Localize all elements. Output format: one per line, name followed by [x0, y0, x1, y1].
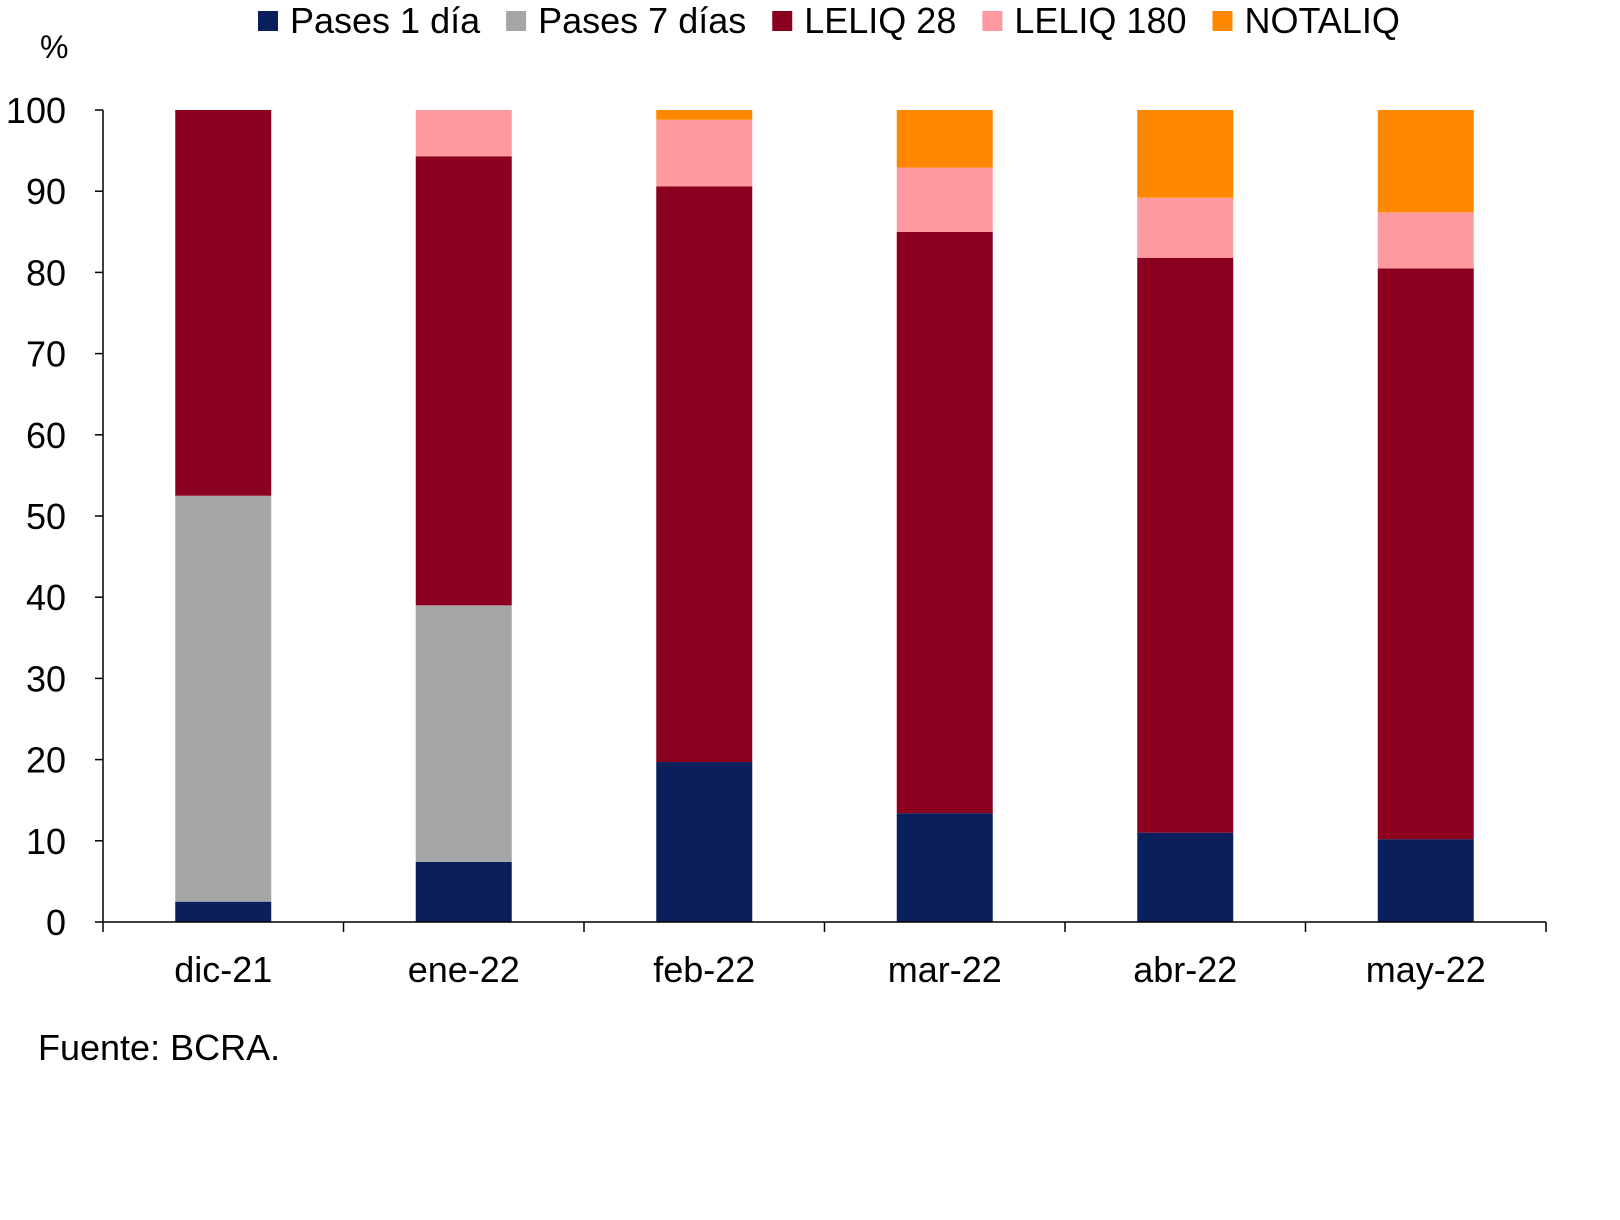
- bar-segment: [1137, 110, 1234, 198]
- bars: [175, 110, 1474, 922]
- bar-segment: [415, 156, 512, 606]
- x-tick-label: mar-22: [888, 949, 1002, 990]
- legend-swatch: [772, 11, 793, 31]
- bar-segment: [415, 861, 512, 922]
- y-tick-label: 10: [26, 821, 66, 862]
- x-tick-label: feb-22: [653, 949, 755, 990]
- legend-swatch: [982, 11, 1003, 31]
- legend: Pases 1 día Pases 7 días LELIQ 28 LELIQ 180…: [258, 0, 1400, 41]
- legend-label: Pases 7 días: [538, 0, 746, 41]
- x-tick-label: ene-22: [408, 949, 520, 990]
- bar-segment: [656, 762, 753, 922]
- bar-segment: [1137, 832, 1234, 922]
- bar-segment: [1377, 110, 1474, 213]
- bar-segment: [656, 119, 753, 187]
- bar-segment: [656, 110, 753, 120]
- bar-segment: [1377, 212, 1474, 269]
- y-tick-label: 100: [6, 90, 66, 131]
- bar-segment: [175, 110, 272, 496]
- axes: dic-21 ene-22 feb-22 mar-22 abr-22 may-22 0 10 2…: [6, 90, 1547, 990]
- x-tick-label: abr-22: [1133, 949, 1237, 990]
- y-tick-label: 80: [26, 252, 66, 293]
- bar-segment: [896, 813, 993, 922]
- bar-segment: [896, 110, 993, 168]
- y-tick-label: 60: [26, 415, 66, 456]
- y-tick-label: 90: [26, 171, 66, 212]
- x-tick-label: may-22: [1366, 949, 1486, 990]
- bar-segment: [415, 605, 512, 862]
- bar-segment: [656, 186, 753, 763]
- legend-swatch: [506, 11, 527, 31]
- legend-label: Pases 1 día: [290, 0, 481, 41]
- bar-segment: [175, 901, 272, 922]
- legend-label: LELIQ 28: [804, 0, 956, 41]
- bar-segment: [415, 110, 512, 157]
- bar-segment: [1377, 839, 1474, 922]
- y-axis-label: %: [40, 29, 68, 65]
- bar-segment: [1377, 268, 1474, 840]
- legend-label: LELIQ 180: [1014, 0, 1186, 41]
- bar-segment: [1137, 197, 1234, 258]
- y-tick-label: 30: [26, 658, 66, 699]
- legend-swatch: [1212, 11, 1233, 31]
- y-tick-label: 50: [26, 496, 66, 537]
- y-tick-label: 0: [46, 902, 66, 943]
- y-tick-label: 20: [26, 740, 66, 781]
- bar-segment: [896, 167, 993, 232]
- y-tick-label: 70: [26, 334, 66, 375]
- bar-segment: [896, 231, 993, 814]
- bar-segment: [1137, 257, 1234, 833]
- bar-segment: [175, 495, 272, 902]
- legend-swatch: [258, 11, 278, 31]
- y-tick-label: 40: [26, 577, 66, 618]
- legend-label: NOTALIQ: [1244, 0, 1399, 41]
- source-note: Fuente: BCRA.: [38, 1027, 280, 1068]
- x-tick-label: dic-21: [174, 949, 272, 990]
